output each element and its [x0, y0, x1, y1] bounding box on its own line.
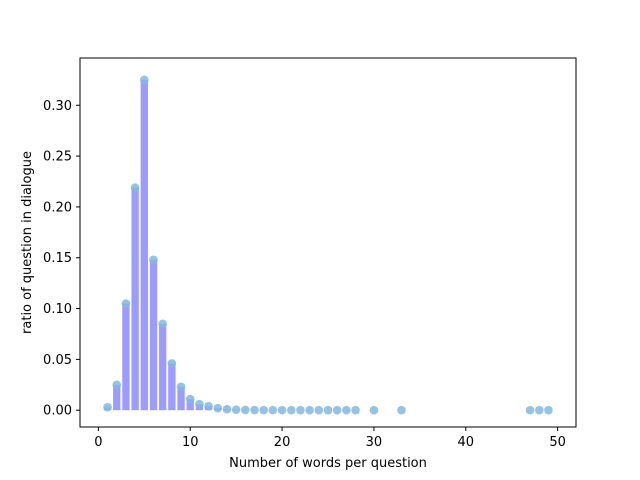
x-tick-label-4: 40	[458, 435, 475, 450]
point-2	[121, 299, 131, 308]
bar-3	[131, 187, 139, 411]
bar-6	[158, 323, 167, 411]
point-21	[296, 405, 305, 415]
y-tick-label-6: 0.30	[43, 99, 72, 114]
point-0	[103, 402, 112, 412]
point-22	[305, 405, 314, 415]
point-12	[213, 403, 223, 413]
point-19	[277, 405, 287, 415]
y-tick-label-0: 0.00	[43, 404, 72, 419]
point-8	[176, 382, 186, 392]
point-26	[342, 405, 351, 415]
x-tick-label-1: 10	[182, 435, 199, 450]
point-24	[323, 405, 333, 415]
bar-1	[113, 384, 121, 411]
point-5	[149, 255, 158, 265]
point-7	[167, 359, 177, 368]
point-20	[286, 405, 296, 415]
y-tick-label-5: 0.25	[43, 150, 72, 165]
points-layer	[103, 75, 553, 415]
bar-7	[168, 363, 176, 411]
point-28	[369, 405, 379, 415]
y-axis-label: ratio of question in dialogue	[20, 151, 35, 334]
y-tick-label-3: 0.15	[43, 251, 72, 266]
x-axis-label: Number of words per question	[229, 456, 427, 471]
point-32	[544, 405, 553, 415]
point-9	[185, 394, 195, 404]
bar-5	[149, 259, 158, 411]
bars-layer	[103, 79, 259, 411]
x-tick-label-5: 50	[549, 435, 566, 450]
y-tick-label-4: 0.20	[43, 200, 72, 215]
bar-4	[140, 79, 148, 411]
x-tick-label-3: 30	[366, 435, 383, 450]
bar-8	[177, 386, 185, 411]
x-axis-ticks: 0 10 20 30 40 50	[94, 427, 566, 450]
point-23	[314, 405, 324, 415]
y-tick-label-1: 0.05	[43, 353, 72, 368]
point-4	[139, 75, 149, 85]
point-13	[222, 404, 232, 414]
y-tick-label-2: 0.10	[43, 302, 72, 317]
point-3	[130, 183, 140, 192]
point-25	[332, 405, 342, 415]
y-axis-ticks: 0.00 0.05 0.10 0.15 0.20 0.25 0.30	[43, 99, 80, 419]
plot-frame	[79, 57, 577, 428]
point-29	[397, 405, 406, 415]
point-15	[241, 405, 250, 415]
point-30	[525, 405, 535, 415]
bar-2	[122, 303, 130, 411]
point-6	[158, 319, 167, 329]
point-11	[204, 401, 213, 411]
x-tick-label-2: 20	[274, 435, 291, 450]
bar-9	[186, 399, 194, 411]
point-1	[112, 380, 122, 390]
point-10	[195, 399, 204, 409]
point-17	[259, 405, 269, 415]
point-14	[231, 405, 241, 415]
point-18	[268, 405, 278, 415]
x-tick-label-0: 0	[94, 435, 102, 450]
point-31	[534, 405, 544, 415]
point-16	[250, 405, 259, 415]
point-27	[351, 405, 360, 415]
